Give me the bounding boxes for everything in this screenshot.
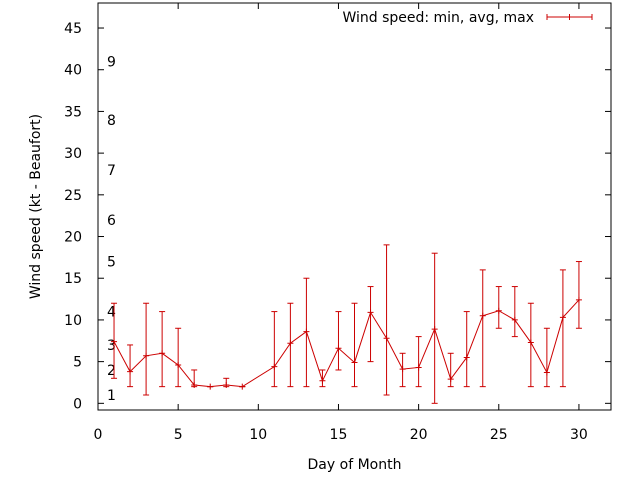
avg-point: [239, 383, 246, 390]
avg-point: [271, 363, 278, 370]
x-tick-label: 30: [570, 427, 588, 443]
avg-point: [479, 312, 486, 319]
beaufort-label: 9: [107, 54, 116, 70]
legend: Wind speed: min, avg, max: [342, 10, 593, 26]
y-tick-label: 25: [64, 188, 82, 204]
avg-point: [367, 309, 374, 316]
x-tick-label: 0: [94, 427, 103, 443]
avg-point: [495, 307, 502, 314]
data-series: [111, 244, 582, 404]
x-tick-label: 25: [490, 427, 508, 443]
avg-point: [431, 326, 438, 333]
avg-point: [207, 383, 214, 390]
avg-point: [447, 376, 454, 383]
avg-point: [527, 339, 534, 346]
x-tick-label: 5: [174, 427, 183, 443]
avg-point: [111, 338, 118, 345]
beaufort-label: 5: [107, 255, 116, 271]
avg-point: [399, 366, 406, 373]
avg-point: [575, 296, 582, 303]
beaufort-label: 4: [107, 305, 116, 321]
avg-point: [303, 328, 310, 335]
legend-marker: [566, 14, 573, 20]
legend-label: Wind speed: min, avg, max: [342, 10, 534, 26]
avg-point: [335, 345, 342, 352]
avg-point: [159, 350, 166, 357]
beaufort-label: 3: [107, 338, 116, 354]
avg-point: [287, 340, 294, 347]
avg-point: [175, 361, 182, 368]
beaufort-label: 7: [107, 163, 116, 179]
beaufort-label: 6: [107, 213, 116, 229]
x-tick-label: 10: [249, 427, 267, 443]
avg-line: [113, 299, 580, 388]
avg-point: [383, 335, 390, 342]
legend-sample: [546, 14, 593, 20]
avg-point: [127, 368, 134, 375]
avg-point: [351, 359, 358, 366]
y-tick-label: 45: [64, 21, 82, 37]
avg-point: [463, 354, 470, 361]
y-tick-label: 30: [64, 146, 82, 162]
x-tick-label: 20: [410, 427, 428, 443]
x-tick-label: 15: [330, 427, 348, 443]
avg-point: [415, 364, 422, 371]
beaufort-labels: 1 2 3 4 5 6 7 8 9: [107, 54, 116, 404]
avg-point: [511, 316, 518, 323]
avg-point: [223, 381, 230, 388]
y-tick-label: 0: [73, 396, 82, 412]
avg-point: [319, 377, 326, 384]
beaufort-label: 1: [107, 388, 116, 404]
y-tick-label: 5: [73, 355, 82, 371]
avg-point: [543, 369, 550, 376]
beaufort-label: 2: [107, 363, 116, 379]
y-tick-label: 20: [64, 230, 82, 246]
avg-point: [143, 352, 150, 359]
avg-point: [191, 381, 198, 388]
y-tick-label: 15: [64, 271, 82, 287]
y-axis-label: Wind speed (kt - Beaufort): [28, 114, 44, 299]
beaufort-label: 8: [107, 113, 116, 129]
plot-frame: [97, 2, 612, 411]
y-tick-label: 10: [64, 313, 82, 329]
y-tick-label: 35: [64, 104, 82, 120]
x-axis-label: Day of Month: [308, 457, 402, 473]
y-tick-label: 40: [64, 63, 82, 79]
avg-point: [559, 314, 566, 321]
